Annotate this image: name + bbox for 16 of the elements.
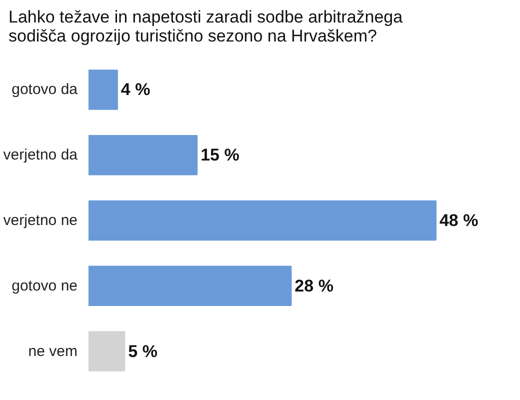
data-label: 28 % — [294, 276, 334, 296]
y-tick-label: verjetno da — [3, 146, 78, 164]
bar — [88, 200, 436, 241]
y-tick-label: verjetno ne — [3, 212, 78, 229]
data-label: 48 % — [439, 211, 478, 230]
y-tick-label: ne vem — [28, 342, 78, 360]
data-label: 4 % — [120, 80, 150, 100]
y-tick-label: gotovo ne — [12, 277, 78, 294]
chart-title: Lahko težave in napetosti zaradi sodbe arbitražnega sodišča ogrozijo turistično sezono na Hrvaškem? — [8, 8, 404, 46]
y-tick-label: gotovo da — [12, 81, 78, 98]
bar — [88, 70, 118, 110]
bar — [88, 331, 126, 372]
bar — [88, 266, 292, 306]
data-label: 5 % — [128, 342, 158, 361]
data-label: 15 % — [200, 146, 240, 165]
bar — [88, 135, 198, 176]
